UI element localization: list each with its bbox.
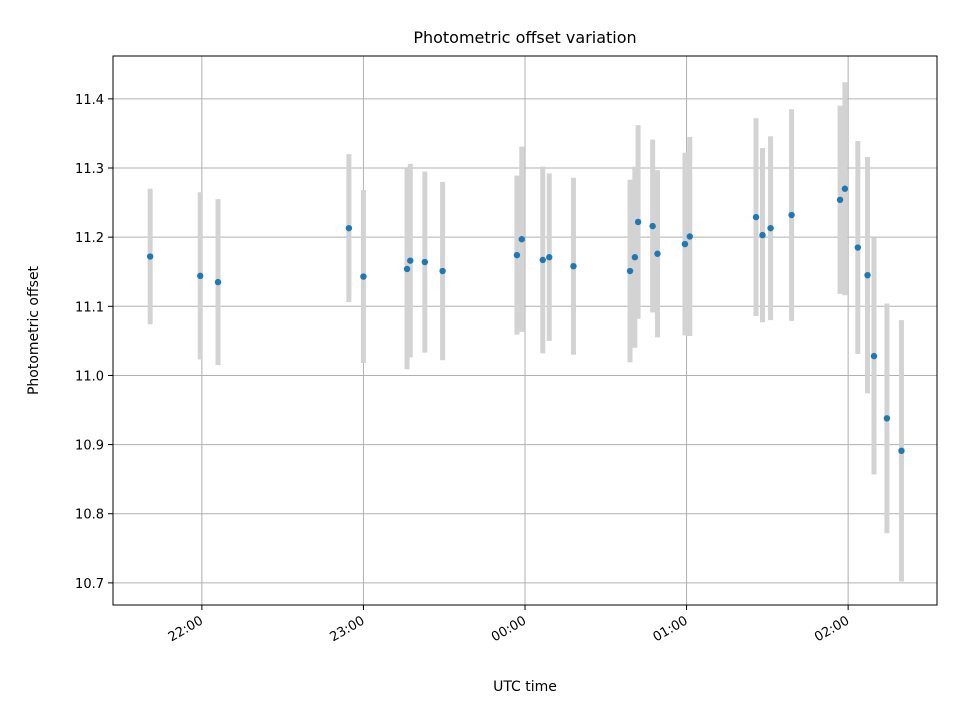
y-tick-label: 11.3 bbox=[75, 162, 104, 177]
x-tick-label: 01:00 bbox=[651, 613, 691, 645]
data-point bbox=[439, 267, 446, 275]
x-tick-label: 23:00 bbox=[327, 613, 367, 645]
data-point bbox=[759, 231, 766, 239]
data-point bbox=[403, 265, 411, 273]
data-point bbox=[883, 415, 891, 422]
data-point bbox=[898, 447, 905, 455]
y-tick-label: 10.9 bbox=[75, 439, 104, 454]
chart-title: Photometric offset variation bbox=[413, 28, 636, 47]
data-point bbox=[864, 271, 871, 279]
x-tick-label: 02:00 bbox=[812, 613, 852, 645]
data-point bbox=[631, 254, 639, 261]
data-point bbox=[539, 256, 546, 264]
y-tick-label: 11.4 bbox=[75, 93, 104, 108]
data-point bbox=[407, 257, 414, 264]
y-tick-label: 11.0 bbox=[75, 369, 104, 384]
data-point bbox=[421, 258, 429, 266]
data-point bbox=[854, 244, 862, 251]
data-point bbox=[345, 224, 353, 232]
x-tick-label: 00:00 bbox=[489, 613, 529, 645]
grid bbox=[113, 56, 937, 605]
data-point bbox=[654, 250, 661, 257]
y-tick-label: 10.8 bbox=[75, 508, 104, 523]
data-point bbox=[146, 253, 154, 260]
data-point bbox=[681, 240, 689, 248]
data-point bbox=[767, 224, 774, 232]
data-point bbox=[870, 352, 878, 360]
data-point bbox=[513, 251, 521, 259]
data-point bbox=[518, 236, 525, 243]
data-point bbox=[788, 211, 795, 219]
data-point bbox=[841, 185, 849, 192]
error-bars bbox=[147, 82, 904, 582]
data-point bbox=[836, 196, 844, 204]
y-tick-label: 10.7 bbox=[75, 577, 104, 592]
data-point bbox=[752, 213, 760, 221]
y-tick-label: 11.1 bbox=[75, 300, 104, 315]
x-tick-label: 22:00 bbox=[166, 613, 206, 645]
y-axis-label: Photometric offset bbox=[26, 265, 42, 395]
data-point bbox=[634, 218, 642, 226]
data-points bbox=[146, 185, 905, 455]
data-point bbox=[360, 273, 367, 280]
axis-ticks: 22:00 23:00 00:00 01:00 02:00 10.7 10.8 10.9 11.… bbox=[75, 93, 852, 645]
data-point bbox=[570, 262, 577, 270]
data-point bbox=[197, 272, 204, 280]
data-point bbox=[214, 278, 222, 286]
data-point bbox=[686, 233, 693, 240]
y-tick-label: 11.2 bbox=[75, 231, 104, 246]
data-point bbox=[626, 267, 634, 275]
x-axis-label: UTC time bbox=[493, 679, 557, 695]
data-point bbox=[649, 222, 656, 230]
data-point bbox=[546, 254, 553, 261]
